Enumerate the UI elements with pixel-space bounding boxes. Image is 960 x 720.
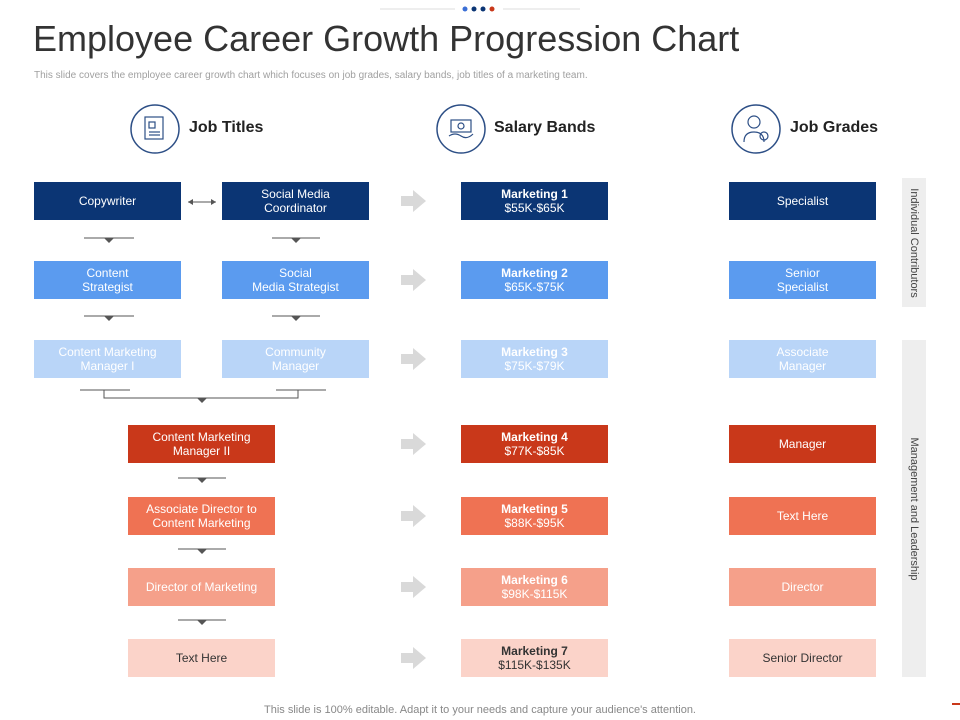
arrow xyxy=(401,269,426,291)
salary-band-name: Marketing 5 xyxy=(501,502,568,516)
job-title: Content Strategist xyxy=(34,261,181,299)
side-label: Management and Leadership xyxy=(908,436,920,581)
job-grade: Manager xyxy=(729,425,876,463)
salary-band-range: $65K-$75K xyxy=(504,280,565,294)
job-grade: Associate Manager xyxy=(729,340,876,378)
salary-band-range: $115K-$135K xyxy=(498,658,571,672)
salary-band-range: $98K-$115K xyxy=(501,587,568,601)
salary-band-name: Marketing 7 xyxy=(501,644,568,658)
job-title: Associate Director to Content Marketing xyxy=(128,497,275,535)
salary-band-range: $88K-$95K xyxy=(504,516,565,530)
salary-band-name: Marketing 1 xyxy=(501,187,568,201)
salary-band: Marketing 5 $88K-$95K xyxy=(461,497,608,535)
job-title: Community Manager xyxy=(222,340,369,378)
salary-band-name: Marketing 6 xyxy=(501,573,568,587)
job-grade: Director xyxy=(729,568,876,606)
salary-band: Marketing 7 $115K-$135K xyxy=(461,639,608,677)
job-title: Content Marketing Manager II xyxy=(128,425,275,463)
footer: This slide is 100% editable. Adapt it to… xyxy=(264,704,696,716)
arrow xyxy=(401,576,426,598)
job-grade: Senior Director xyxy=(729,639,876,677)
side-label: Individual Contributors xyxy=(908,187,920,298)
arrow xyxy=(401,505,426,527)
side-label-band: Management and Leadership xyxy=(902,340,926,677)
arrow xyxy=(401,348,426,370)
arrow xyxy=(401,433,426,455)
job-grade: Specialist xyxy=(729,182,876,220)
job-grade: Senior Specialist xyxy=(729,261,876,299)
salary-band: Marketing 1 $55K-$65K xyxy=(461,182,608,220)
salary-band-name: Marketing 2 xyxy=(501,266,568,280)
job-title: Social Media Strategist xyxy=(222,261,369,299)
column-header: Salary Bands xyxy=(494,119,596,136)
column-header: Job Grades xyxy=(790,119,879,136)
job-title: Text Here xyxy=(128,639,275,677)
job-grade: Text Here xyxy=(729,497,876,535)
job-title: Social Media Coordinator xyxy=(222,182,369,220)
salary-band: Marketing 6 $98K-$115K xyxy=(461,568,608,606)
salary-band-name: Marketing 4 xyxy=(501,430,568,444)
salary-band: Marketing 4 $77K-$85K xyxy=(461,425,608,463)
column-header: Job Titles xyxy=(189,119,264,136)
salary-band-name: Marketing 3 xyxy=(501,345,568,359)
salary-band-range: $55K-$65K xyxy=(504,201,565,215)
salary-band-range: $77K-$85K xyxy=(504,444,565,458)
arrow xyxy=(401,647,426,669)
job-title: Director of Marketing xyxy=(128,568,275,606)
salary-band: Marketing 3 $75K-$79K xyxy=(461,340,608,378)
side-label-band: Individual Contributors xyxy=(902,178,926,307)
job-title: Copywriter xyxy=(34,182,181,220)
title: Employee Career Growth Progression Chart xyxy=(33,18,740,59)
subtitle: This slide covers the employee career gr… xyxy=(34,70,588,81)
salary-band-range: $75K-$79K xyxy=(504,359,565,373)
arrow xyxy=(401,190,426,212)
job-title: Content Marketing Manager I xyxy=(34,340,181,378)
salary-band: Marketing 2 $65K-$75K xyxy=(461,261,608,299)
